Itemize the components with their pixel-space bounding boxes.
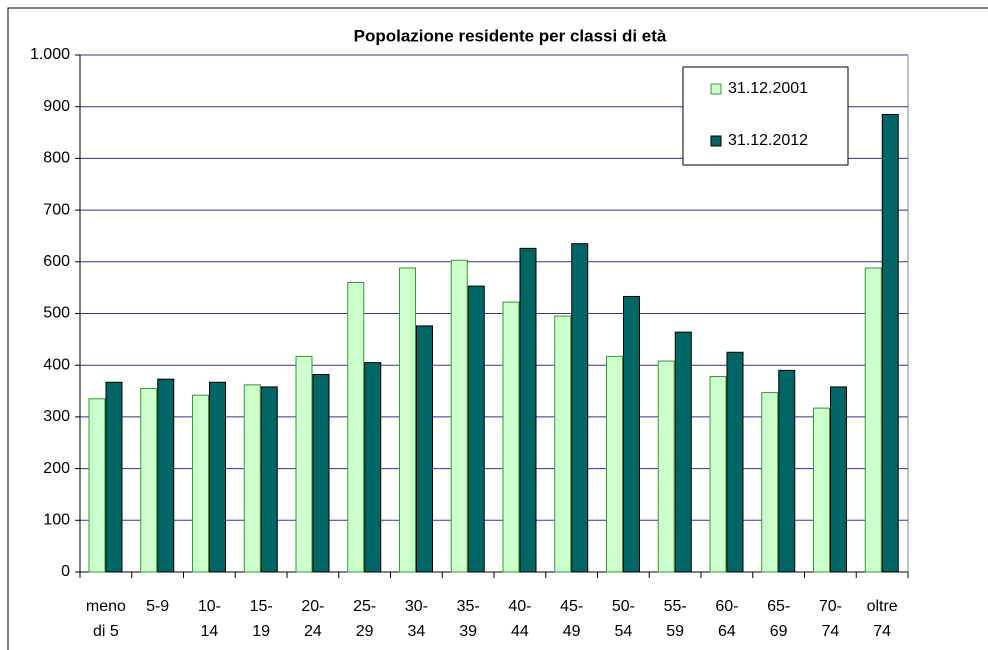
bar [709, 376, 727, 573]
x-tick-label: 50-54 [612, 598, 635, 640]
bar [416, 325, 433, 573]
x-tick-label: 65-69 [767, 598, 790, 640]
x-tick-label: 35-39 [457, 598, 480, 640]
bar [864, 267, 882, 573]
bar [209, 381, 226, 573]
bar [88, 398, 106, 573]
bar [778, 369, 796, 573]
x-tick-label: 55-59 [664, 598, 687, 640]
y-tick-label: 900 [43, 98, 70, 115]
x-tick-label: 30-34 [405, 598, 428, 640]
bar [157, 378, 175, 573]
y-tick-label: 600 [43, 253, 70, 270]
bar [260, 386, 278, 573]
x-tick-label: 25-29 [353, 598, 376, 640]
bar [347, 281, 365, 573]
x-tick-label: 5-9 [146, 598, 169, 615]
y-tick-label: 500 [43, 305, 70, 322]
bar [192, 394, 209, 573]
legend-swatch [710, 135, 722, 147]
y-tick-label: 400 [43, 356, 70, 373]
y-tick-label: 1.000 [30, 46, 70, 63]
bar [519, 247, 537, 573]
y-tick-label: 100 [43, 512, 70, 529]
x-tick-label: oltre 74 [867, 598, 898, 640]
x-tick-label: 15-19 [250, 598, 273, 640]
bar [364, 362, 382, 573]
bar [450, 259, 468, 573]
y-tick-label: 0 [61, 563, 70, 580]
bar [623, 295, 640, 573]
bar [881, 113, 899, 573]
x-tick-label: 40-44 [508, 598, 531, 640]
x-tick-label: 60-64 [715, 598, 738, 640]
bar [295, 355, 313, 573]
y-tick-label: 800 [43, 150, 70, 167]
chart-border [7, 7, 988, 650]
legend-swatch [710, 83, 722, 95]
legend-label: 31.12.2012 [728, 132, 808, 149]
bar [657, 360, 675, 573]
y-tick-label: 700 [43, 201, 70, 218]
y-tick-label: 300 [43, 408, 70, 425]
bar [502, 301, 520, 573]
x-tick-label: 45-49 [560, 598, 583, 640]
y-tick-label: 200 [43, 460, 70, 477]
bar [140, 387, 158, 573]
legend-box [682, 66, 849, 166]
legend-label: 31.12.2001 [728, 80, 808, 97]
x-tick-label: 70-74 [819, 598, 842, 640]
x-tick-label: 20-24 [301, 598, 324, 640]
bar [761, 392, 779, 573]
bar [467, 285, 485, 573]
bar [243, 384, 261, 573]
x-tick-label: meno di 5 [86, 598, 126, 640]
x-tick-label: 10-14 [198, 598, 221, 640]
chart-title: Popolazione residente per classi di età [354, 26, 667, 45]
bar [105, 381, 123, 573]
bar [554, 315, 572, 573]
bar [571, 243, 589, 573]
bar [606, 355, 623, 573]
bar [674, 331, 692, 573]
bar [813, 407, 830, 573]
bar [399, 267, 416, 573]
bar [312, 374, 330, 573]
bar [830, 386, 847, 573]
bar [726, 351, 744, 573]
